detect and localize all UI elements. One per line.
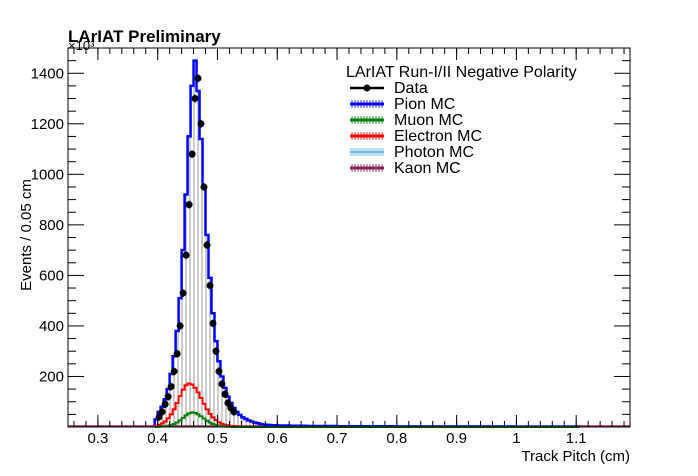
data-point	[194, 74, 202, 82]
y-tick-label: 1400	[31, 65, 64, 82]
x-tick-label: 1	[512, 430, 520, 447]
x-tick-label: 0.6	[267, 430, 288, 447]
data-point	[218, 380, 226, 388]
data-point	[185, 201, 193, 209]
data-point	[191, 95, 199, 103]
y-tick-label: 1200	[31, 116, 64, 133]
y-exponent-label: ×10³	[68, 38, 95, 53]
x-tick-label: 1.1	[566, 430, 587, 447]
data-point	[215, 367, 223, 375]
legend-header: LArIAT Run-I/II Negative Polarity	[346, 64, 577, 81]
legend-label-photon-mc: Photon MC	[394, 144, 474, 161]
data-point	[182, 251, 190, 259]
x-tick-label: 0.4	[147, 430, 168, 447]
pion-mc-line	[153, 59, 581, 428]
y-axis-title: Events / 0.05 cm	[18, 179, 35, 291]
data-point	[179, 289, 187, 297]
data-point	[200, 183, 208, 191]
data-point	[170, 367, 178, 375]
legend-dot-data	[363, 84, 371, 92]
x-tick-label: 0.5	[207, 430, 228, 447]
y-tick-label: 1000	[31, 166, 64, 183]
data-point	[209, 319, 217, 327]
x-axis-title: Track Pitch (cm)	[521, 448, 630, 465]
x-tick-label: 0.3	[87, 430, 108, 447]
data-point	[206, 282, 214, 290]
data-point	[164, 393, 172, 401]
y-tick-label: 200	[39, 368, 64, 385]
y-tick-label: 600	[39, 267, 64, 284]
plot-area	[68, 59, 630, 428]
legend-label-muon-mc: Muon MC	[394, 112, 463, 129]
data-point	[197, 120, 205, 128]
data-point	[221, 390, 229, 398]
chart-title: LArIAT Preliminary	[68, 27, 221, 46]
data-point	[176, 322, 184, 330]
y-tick-label: 800	[39, 217, 64, 234]
legend-label-kaon-mc: Kaon MC	[394, 160, 461, 177]
data-point	[230, 408, 238, 416]
plot-frame	[67, 47, 631, 428]
data-point	[173, 350, 181, 358]
legend-label-data: Data	[394, 80, 428, 97]
data-point	[158, 408, 166, 416]
x-tick-label: 0.9	[446, 430, 467, 447]
x-tick-label: 0.7	[327, 430, 348, 447]
data-point	[224, 399, 232, 407]
data-point	[188, 150, 196, 158]
axes: 0.3 0.4 0.5 0.6 0.7 0.8 0.9 1 1.1 200 400 600 800 100…	[31, 47, 631, 447]
data-point	[212, 347, 220, 355]
data-point	[161, 400, 169, 408]
data-point	[203, 241, 211, 249]
x-tick-label: 0.8	[386, 430, 407, 447]
legend-label-pion-mc: Pion MC	[394, 96, 455, 113]
data-point	[167, 383, 175, 391]
y-tick-label: 400	[39, 318, 64, 335]
legend-label-electron-mc: Electron MC	[394, 128, 482, 145]
legend: LArIAT Run-I/II Negative Polarity DataPi…	[346, 64, 577, 177]
